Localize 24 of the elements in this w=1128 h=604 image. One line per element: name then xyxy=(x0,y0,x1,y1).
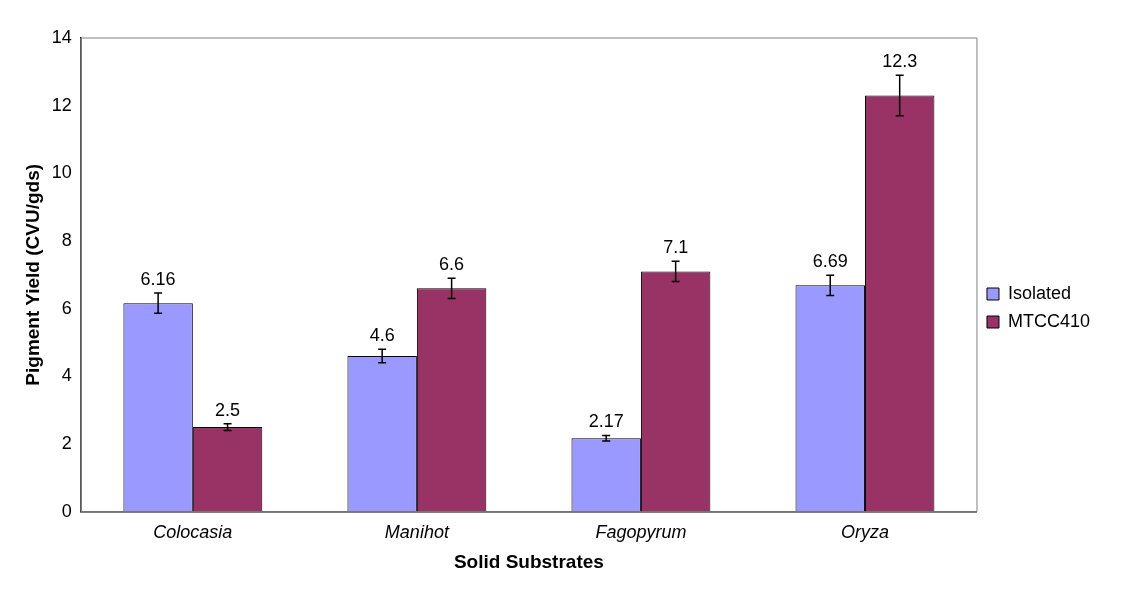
x-axis-title: Solid Substrates xyxy=(453,550,604,572)
x-tick-label: Fagopyrum xyxy=(595,522,687,543)
y-tick-label: 4 xyxy=(61,365,72,386)
y-tick-label: 10 xyxy=(51,162,72,183)
data-label: 6.16 xyxy=(140,269,176,290)
legend-label: MTCC410 xyxy=(1007,310,1091,331)
y-tick-label: 8 xyxy=(61,229,72,250)
data-label: 6.6 xyxy=(439,254,465,275)
y-tick-label: 12 xyxy=(51,94,72,115)
data-label: 6.69 xyxy=(812,251,848,272)
y-tick-label: 6 xyxy=(61,297,72,318)
y-tick-label: 2 xyxy=(61,432,72,453)
x-tick-label: Colocasia xyxy=(153,522,233,543)
legend-label: Isolated xyxy=(1007,282,1072,303)
x-tick-label: Manihot xyxy=(384,522,450,543)
data-label: 12.3 xyxy=(882,51,918,72)
y-tick-label: 14 xyxy=(51,26,72,47)
x-tick-label: Oryza xyxy=(840,522,889,543)
data-label: 2.17 xyxy=(588,411,624,432)
data-label: 4.6 xyxy=(369,325,395,346)
y-axis-title: Pigment Yield (CVU/gds) xyxy=(21,163,43,386)
y-tick-label: 0 xyxy=(61,500,72,521)
data-label: 7.1 xyxy=(663,237,689,258)
data-label: 2.5 xyxy=(215,399,241,420)
